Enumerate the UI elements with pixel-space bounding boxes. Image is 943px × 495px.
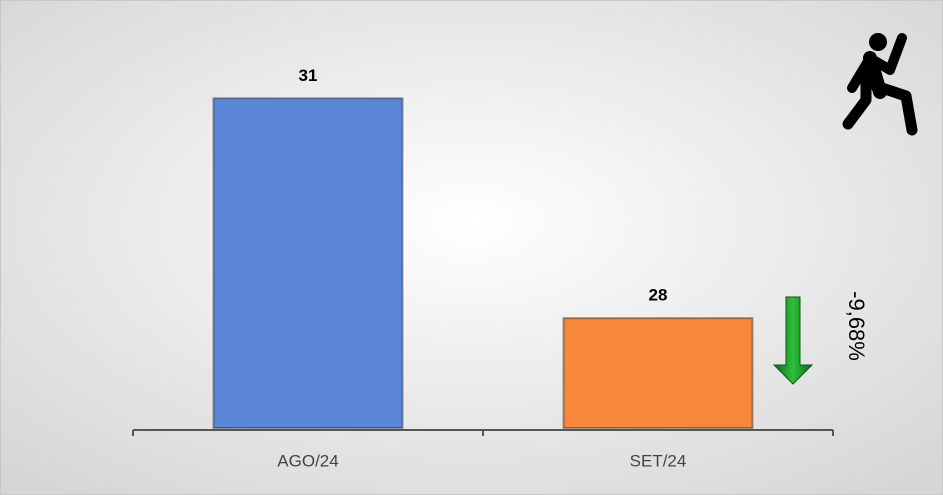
data-label: 28 — [649, 286, 668, 305]
x-tick-label: SET/24 — [630, 451, 687, 470]
runner-icon — [842, 33, 918, 136]
down-arrow — [772, 296, 814, 385]
x-tick-label: AGO/24 — [277, 451, 338, 470]
bar — [562, 317, 754, 429]
change-annotation: -9,68% — [844, 291, 869, 361]
data-label: 31 — [299, 66, 318, 85]
bar — [212, 97, 404, 429]
